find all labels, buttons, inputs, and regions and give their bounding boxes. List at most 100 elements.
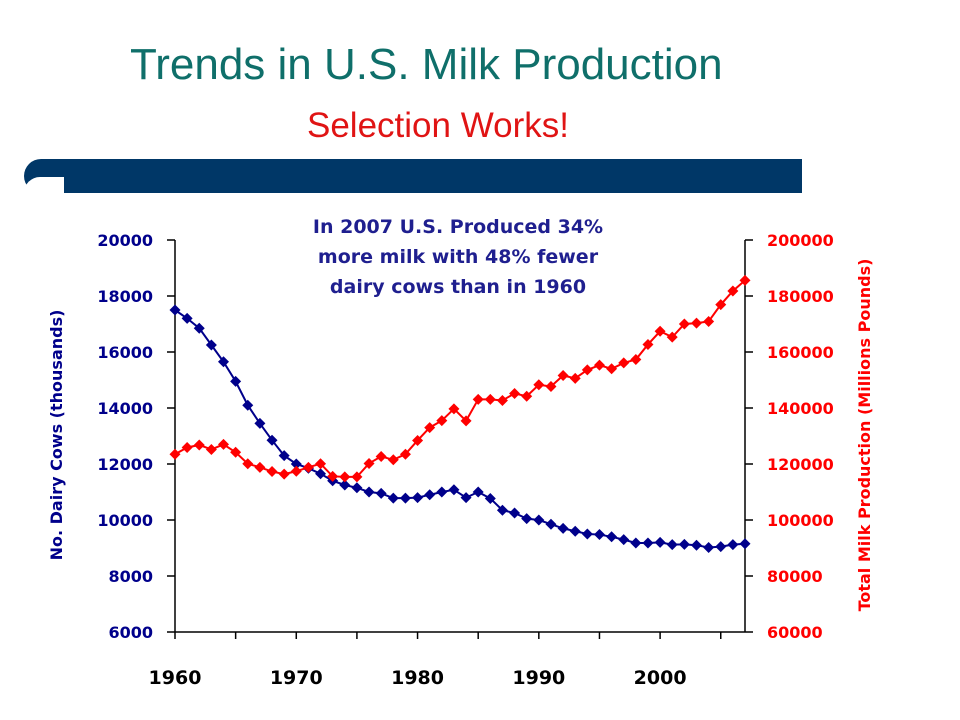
milk-series-point [315, 458, 327, 470]
left-tick-label: 8000 [108, 567, 153, 586]
x-tick-label: 1980 [391, 667, 444, 689]
cow-series-point [484, 492, 496, 504]
right-axis-title: Total Milk Production (Millions Pounds) [855, 259, 874, 612]
cow-series-point [242, 399, 254, 411]
left-axis-title: No. Dairy Cows (thousands) [47, 310, 66, 561]
left-tick-label: 14000 [97, 399, 153, 418]
milk-series-point [569, 372, 581, 384]
cow-series-point [642, 537, 654, 549]
cow-series-point [169, 304, 181, 316]
milk-series-point [606, 363, 618, 375]
right-tick-label: 80000 [767, 567, 823, 586]
milk-series-point [436, 415, 448, 427]
slide-subtitle: Selection Works! [307, 106, 569, 145]
milk-series-point [581, 364, 593, 376]
milk-series-point [642, 338, 654, 350]
milk-series-point [545, 380, 557, 392]
milk-series-point [666, 331, 678, 343]
cow-series-point [569, 525, 581, 537]
milk-series-point [533, 379, 545, 391]
milk-series-point [375, 450, 387, 462]
cow-series-point [581, 528, 593, 540]
milk-series-point [678, 318, 690, 330]
milk-series-point [460, 415, 472, 427]
cow-series-point [654, 536, 666, 548]
cow-series-point [630, 537, 642, 549]
milk-series-point [484, 393, 496, 405]
cow-series-point [496, 504, 508, 516]
milk-series-point [230, 446, 242, 458]
milk-series-point [351, 471, 363, 483]
chart-labels: 6000 8000 10000 12000 14000 16000 18000 20000 60… [47, 216, 874, 689]
milk-series-point [703, 315, 715, 327]
left-tick-label: 20000 [97, 231, 153, 250]
milk-series-point [181, 441, 193, 453]
milk-series-point [496, 394, 508, 406]
milk-series-point [690, 317, 702, 329]
milk-series-point [327, 470, 339, 482]
right-tick-label: 60000 [767, 623, 823, 642]
cow-series-point [618, 534, 630, 546]
milk-series-point [630, 354, 642, 366]
milk-series-point [654, 325, 666, 337]
cow-series-point [727, 539, 739, 551]
milk-series-point [278, 468, 290, 480]
cow-series-point [278, 450, 290, 462]
milk-series-point [448, 403, 460, 415]
cow-series-point [666, 539, 678, 551]
cow-series-point [218, 356, 230, 368]
milk-series-point [618, 357, 630, 369]
milk-series-point [242, 458, 254, 470]
annotation-line: In 2007 U.S. Produced 34% [313, 216, 603, 238]
milk-series-point [521, 390, 533, 402]
left-tick-label: 16000 [97, 343, 153, 362]
left-tick-label: 18000 [97, 287, 153, 306]
cow-series-point [545, 518, 557, 530]
cow-series-point [230, 375, 242, 387]
annotation-line: dairy cows than in 1960 [330, 276, 586, 298]
cow-series-point [739, 538, 751, 550]
cow-series-point [181, 312, 193, 324]
cow-series-point [412, 492, 424, 504]
cow-series-point [375, 487, 387, 499]
cow-series-point [509, 507, 521, 519]
cow-series-point [339, 479, 351, 491]
cow-series-point [606, 531, 618, 543]
plot-axes [167, 239, 753, 639]
title-band [24, 159, 802, 193]
milk-series-point [424, 422, 436, 434]
cow-series-point [315, 468, 327, 480]
right-tick-label: 120000 [767, 455, 834, 474]
cow-series-point [424, 489, 436, 501]
right-tick-label: 140000 [767, 399, 834, 418]
milk-series-point [205, 443, 217, 455]
milk-series-point [557, 370, 569, 382]
cow-series-point [363, 486, 375, 498]
x-tick-label: 1970 [270, 667, 323, 689]
cow-series-point [690, 539, 702, 551]
slide-title: Trends in U.S. Milk Production [130, 40, 723, 89]
cow-series-point [387, 492, 399, 504]
title-band-notch [24, 177, 64, 193]
cow-series-point [205, 339, 217, 351]
cow-series-point [593, 529, 605, 541]
milk-series-point [218, 438, 230, 450]
cow-series-point [533, 514, 545, 526]
milk-series-point [739, 274, 751, 286]
milk-series-point [169, 448, 181, 460]
left-tick-label: 10000 [97, 511, 153, 530]
right-tick-label: 180000 [767, 287, 834, 306]
right-tick-label: 100000 [767, 511, 834, 530]
cow-series-point [472, 486, 484, 498]
milk-series-point [387, 454, 399, 466]
cow-series-point [193, 322, 205, 334]
cow-series-point [290, 458, 302, 470]
milk-series-point [363, 457, 375, 469]
cow-series-point [557, 522, 569, 534]
cow-series-point [266, 434, 278, 446]
x-tick-label: 1960 [149, 667, 202, 689]
right-tick-label: 160000 [767, 343, 834, 362]
milk-series-point [715, 299, 727, 311]
cow-series-point [460, 492, 472, 504]
